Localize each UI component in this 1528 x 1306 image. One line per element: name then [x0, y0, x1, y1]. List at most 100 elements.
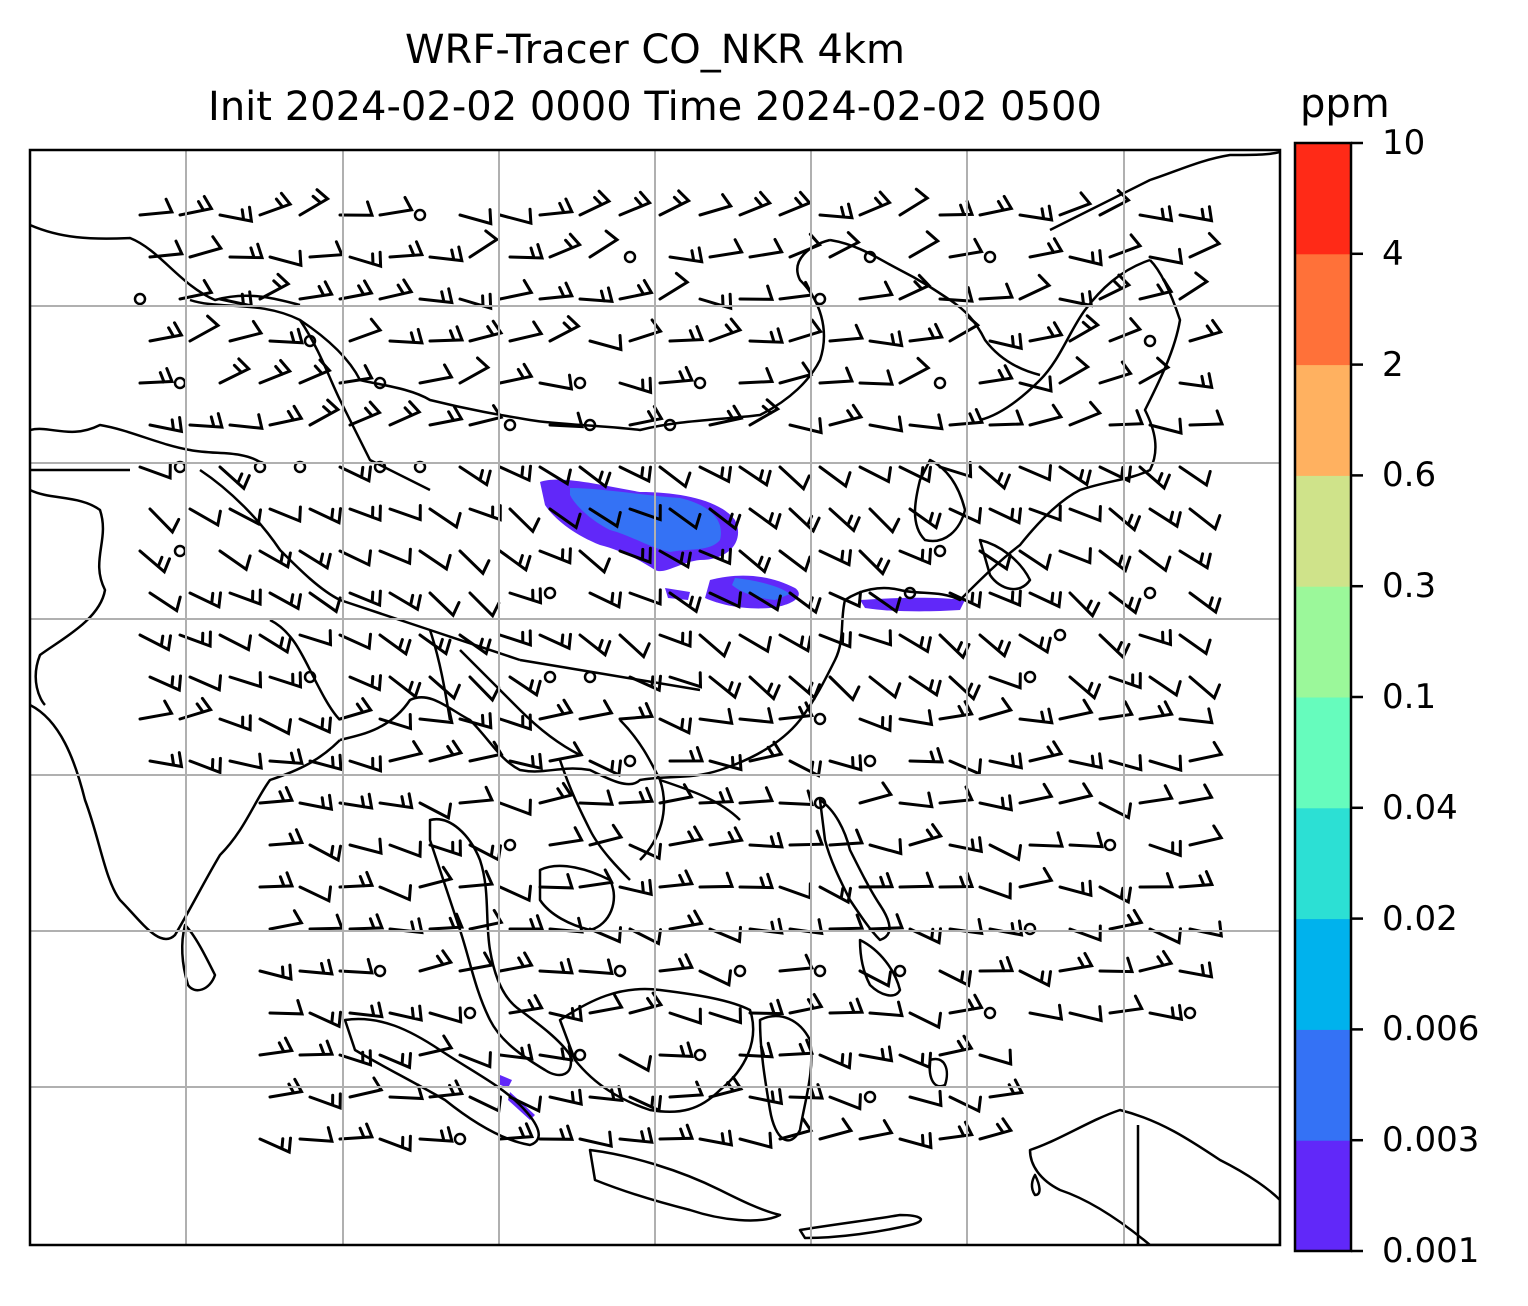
wind-barb [858, 781, 894, 805]
wind-barb [788, 993, 824, 1015]
wind-barb [1058, 465, 1092, 487]
wind-barb [668, 246, 704, 264]
wind-barb [868, 838, 903, 856]
wind-barb [898, 709, 934, 727]
wind-barb [978, 697, 1014, 721]
wind-barb [738, 1041, 774, 1059]
wind-barb [1178, 271, 1210, 301]
calm-circle [623, 754, 637, 768]
wind-barb [978, 549, 1012, 572]
colorbar-unit: ppm [1300, 81, 1390, 127]
calm-circle [573, 376, 587, 390]
wind-barb [978, 1117, 1014, 1141]
wind-barb [1108, 908, 1144, 931]
wind-barb [188, 412, 224, 429]
wind-barb [308, 913, 345, 931]
wind-barb [1138, 549, 1172, 573]
wind-barb [338, 1122, 375, 1141]
wind-barb [348, 755, 383, 773]
wind-barb [658, 189, 692, 217]
wind-barb [178, 630, 212, 649]
wind-barb [578, 286, 614, 304]
wind-barb [658, 549, 692, 570]
calm-circle [373, 964, 387, 978]
wind-barb [748, 398, 781, 427]
wind-barb [618, 376, 653, 395]
wind-barb [498, 549, 532, 573]
wind-barb [388, 840, 422, 859]
calm-circle [693, 376, 707, 390]
wind-barb [148, 751, 184, 769]
calm-circle [543, 670, 557, 684]
calm-circle [693, 1048, 707, 1062]
wind-barb [778, 882, 812, 900]
colorbar [1295, 143, 1351, 1252]
wind-barb [548, 507, 582, 530]
wind-barb [658, 271, 690, 301]
wind-barb [588, 591, 622, 610]
wind-barb [538, 1044, 574, 1062]
wind-barb [898, 465, 932, 484]
wind-barb [818, 885, 852, 905]
wind-barb [498, 884, 532, 903]
wind-barb [1098, 189, 1131, 217]
wind-barb [268, 505, 302, 524]
wind-barb [868, 507, 901, 535]
calm-circle [583, 670, 597, 684]
wind-barb [548, 1004, 583, 1023]
wind-barb [698, 633, 731, 659]
wind-barb [578, 1130, 613, 1149]
wind-barb [548, 741, 584, 763]
wind-barb [618, 1053, 652, 1073]
wind-barb [388, 504, 422, 522]
wind-barb [988, 332, 1023, 351]
wind-barb [1148, 507, 1182, 529]
wind-barb [748, 327, 785, 344]
wind-barb [498, 207, 533, 226]
wind-barb [948, 408, 985, 427]
wind-barb [218, 465, 251, 491]
wind-barb [1028, 591, 1062, 609]
wind-barb [1148, 839, 1182, 858]
wind-barb [1028, 504, 1062, 523]
wind-barb [788, 318, 824, 343]
wind-barb [148, 239, 185, 259]
wind-barb [988, 589, 1022, 608]
calm-circle [173, 376, 187, 390]
wind-barb [338, 792, 374, 810]
tracer-plume-core [570, 488, 790, 600]
wind-barb [738, 190, 773, 217]
wind-barb [298, 1126, 334, 1143]
wind-barb [658, 717, 692, 736]
wind-barb [1138, 356, 1171, 385]
colorbar-tick-label: 0.6 [1382, 455, 1437, 496]
wind-barb [458, 712, 493, 730]
wind-barb [788, 829, 825, 847]
wind-barb [898, 1051, 932, 1070]
wind-barb [618, 465, 652, 484]
wind-barb [1108, 754, 1143, 772]
wind-barb [908, 322, 944, 343]
wind-barb [1098, 465, 1132, 484]
wind-barb [628, 991, 664, 1015]
wind-barb [628, 674, 662, 693]
wind-barb [428, 839, 462, 857]
wind-barb [588, 926, 622, 944]
wind-barb [418, 1126, 454, 1143]
wind-barb [828, 1093, 862, 1111]
wind-barb [978, 465, 1011, 491]
wind-barb [908, 413, 944, 431]
wind-barb [778, 190, 813, 217]
wind-barb [268, 909, 304, 931]
calm-circle [413, 208, 427, 222]
wind-barb [898, 187, 930, 217]
wind-barb [658, 465, 692, 489]
wind-barb [588, 507, 622, 529]
wind-barb [428, 591, 461, 618]
wind-barb [378, 633, 412, 657]
wind-barb [938, 286, 974, 303]
wind-barb [508, 994, 544, 1015]
wind-barb [458, 465, 492, 488]
wind-barb [1188, 591, 1222, 615]
wind-barb [708, 317, 743, 343]
